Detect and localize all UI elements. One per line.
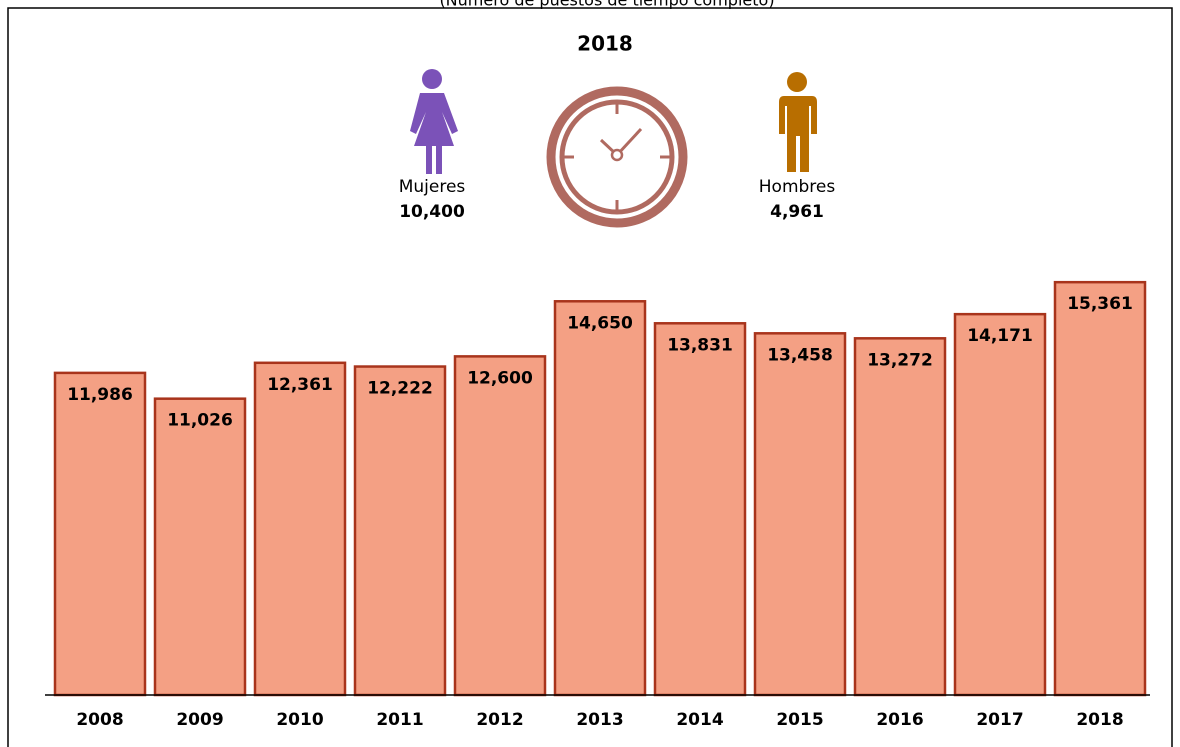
woman-icon	[410, 69, 458, 174]
x-tick-label: 2013	[576, 710, 623, 730]
group-name: Hombres	[759, 177, 836, 197]
bar	[53, 371, 147, 697]
bar	[453, 355, 547, 697]
value-label: 14,171	[967, 326, 1033, 346]
group-value: 10,400	[399, 202, 465, 222]
bar	[553, 300, 647, 697]
chart-subtitle: (Número de puestos de tiempo completo)	[439, 0, 774, 10]
x-tick-label: 2009	[176, 710, 223, 730]
bar	[853, 337, 947, 697]
group-value: 4,961	[770, 202, 824, 222]
value-label: 12,222	[367, 379, 433, 399]
x-tick-label: 2008	[76, 710, 123, 730]
value-label: 14,650	[567, 313, 633, 333]
x-tick-label: 2014	[676, 710, 723, 730]
clock-icon	[546, 86, 688, 228]
icon-body	[779, 96, 817, 172]
bar	[1053, 280, 1147, 697]
x-tick-label: 2011	[376, 710, 423, 730]
bar	[153, 397, 247, 697]
value-label: 13,458	[767, 345, 833, 365]
x-tick-label: 2015	[776, 710, 823, 730]
value-label: 11,986	[67, 385, 133, 405]
group-name: Mujeres	[399, 177, 466, 197]
icon-head	[422, 69, 442, 89]
bar	[953, 312, 1047, 697]
value-label: 12,600	[467, 368, 533, 388]
value-label: 15,361	[1067, 294, 1133, 314]
frame	[7, 7, 1173, 747]
bar	[653, 322, 747, 697]
icon-head	[787, 72, 807, 92]
bar	[753, 332, 847, 697]
bar	[253, 361, 347, 697]
bar	[353, 365, 447, 697]
value-label: 11,026	[167, 411, 233, 431]
value-label: 13,831	[667, 335, 733, 355]
value-label: 12,361	[267, 375, 333, 395]
man-icon	[779, 72, 817, 172]
value-label: 13,272	[867, 350, 933, 370]
x-tick-label: 2010	[276, 710, 323, 730]
x-tick-label: 2012	[476, 710, 523, 730]
x-tick-label: 2018	[1076, 710, 1123, 730]
summary-year: 2018	[577, 32, 633, 56]
x-tick-label: 2017	[976, 710, 1023, 730]
icon-body	[410, 93, 458, 174]
x-tick-label: 2016	[876, 710, 923, 730]
